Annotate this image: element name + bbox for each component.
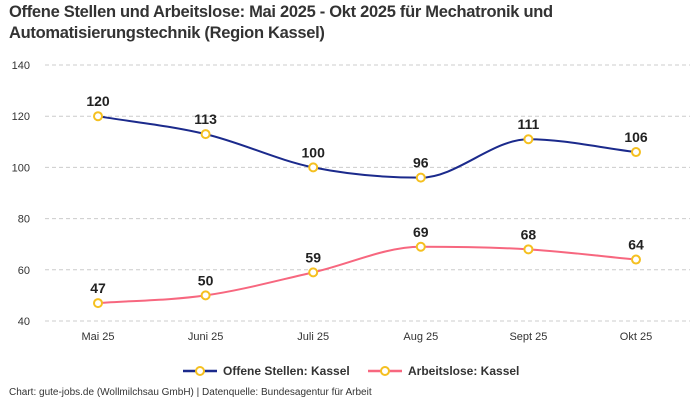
data-label: 113 [194, 111, 217, 127]
data-label: 68 [521, 226, 537, 242]
chart-title: Offene Stellen und Arbeitslose: Mai 2025… [9, 3, 553, 42]
data-point [631, 254, 641, 265]
data-point [631, 147, 641, 158]
x-tick-label: Juni 25 [188, 331, 223, 343]
y-tick-label: 40 [18, 316, 30, 328]
data-point [523, 244, 534, 255]
data-label: 120 [86, 93, 110, 109]
data-point [308, 162, 319, 173]
x-tick-label: Juli 25 [297, 331, 329, 343]
chart-footer: Chart: gute-jobs.de (Wollmilchsau GmbH) … [9, 387, 372, 398]
y-tick-label: 80 [18, 214, 30, 226]
data-point [415, 172, 426, 183]
data-label: 69 [413, 224, 429, 240]
data-label: 100 [302, 144, 326, 160]
data-label: 111 [517, 116, 539, 132]
x-tick-label: Sept 25 [509, 331, 547, 343]
legend-marker [195, 366, 205, 376]
data-label: 106 [624, 129, 648, 145]
data-point [308, 267, 319, 278]
series-line [97, 245, 637, 305]
data-point [93, 298, 103, 309]
legend-label: Arbeitslose: Kassel [408, 364, 519, 378]
data-label: 50 [198, 272, 214, 288]
legend-label: Offene Stellen: Kassel [223, 364, 350, 378]
data-label: 47 [90, 280, 106, 296]
y-tick-label: 140 [12, 60, 30, 72]
data-point [415, 241, 426, 252]
x-tick-label: Okt 25 [620, 331, 652, 343]
data-point [523, 134, 534, 145]
data-label: 59 [305, 249, 321, 265]
y-tick-label: 100 [12, 162, 30, 174]
y-tick-label: 120 [12, 111, 30, 123]
data-label: 96 [413, 155, 429, 171]
data-label: 64 [628, 237, 644, 253]
data-point [200, 290, 211, 301]
legend-marker [380, 366, 390, 376]
data-point [93, 111, 103, 122]
series-line [97, 115, 637, 179]
data-point [200, 129, 211, 140]
x-tick-label: Mai 25 [81, 331, 114, 343]
y-tick-label: 60 [18, 265, 30, 277]
x-tick-label: Aug 25 [403, 331, 438, 343]
